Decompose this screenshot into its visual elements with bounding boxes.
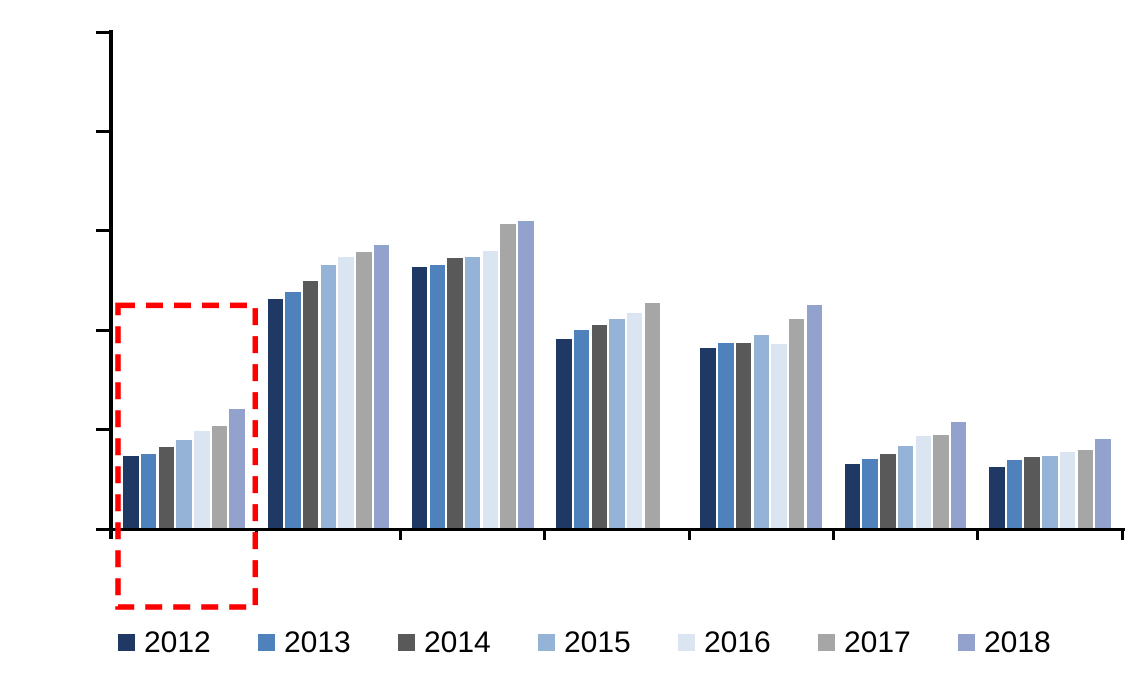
bar-canada-2013 bbox=[429, 264, 446, 529]
bar-uk-2015 bbox=[320, 265, 337, 529]
y-axis-tick bbox=[96, 328, 111, 332]
bar-us-2015 bbox=[609, 319, 625, 529]
x-axis-tick bbox=[254, 531, 258, 540]
bar-germany-2012 bbox=[989, 467, 1005, 529]
bar-italy-2018 bbox=[950, 421, 967, 529]
bar-us-2017 bbox=[644, 302, 661, 529]
legend-swatch-2014 bbox=[398, 633, 415, 651]
bar-us-2012 bbox=[556, 339, 572, 529]
x-axis-tick bbox=[543, 531, 547, 540]
bar-uk-2018 bbox=[373, 245, 390, 529]
y-axis-tick bbox=[96, 229, 111, 233]
legend-label-2014: 2014 bbox=[424, 626, 491, 659]
bar-italy-2012 bbox=[844, 463, 861, 529]
legend-swatch-2015 bbox=[538, 633, 555, 651]
bar-japan-2017 bbox=[211, 425, 228, 529]
y-axis-tick bbox=[96, 129, 111, 133]
y-axis-tick bbox=[96, 527, 111, 531]
bar-canada-2014 bbox=[447, 257, 463, 529]
legend-label-2016: 2016 bbox=[704, 626, 771, 659]
bar-uk-2014 bbox=[302, 280, 319, 529]
legend-swatch-2013 bbox=[258, 633, 275, 651]
legend-entry-2013: 2013 bbox=[258, 624, 351, 662]
bar-france-2013 bbox=[718, 342, 734, 529]
bar-canada-2017 bbox=[500, 224, 516, 529]
x-axis-tick bbox=[1120, 531, 1124, 540]
bar-italy-2015 bbox=[897, 446, 914, 529]
bar-canada-2012 bbox=[411, 266, 428, 529]
bar-france-2016 bbox=[771, 343, 787, 529]
x-axis-tick bbox=[831, 531, 835, 540]
legend-label-2018: 2018 bbox=[984, 626, 1051, 659]
bar-france-2017 bbox=[788, 319, 805, 529]
bar-germany-2014 bbox=[1024, 457, 1040, 529]
legend-entry-2018: 2018 bbox=[958, 624, 1051, 662]
bar-italy-2014 bbox=[880, 453, 896, 529]
bar-germany-2018 bbox=[1095, 439, 1111, 529]
legend-label-2012: 2012 bbox=[144, 626, 211, 659]
legend-entry-2014: 2014 bbox=[398, 624, 491, 662]
bar-us-2014 bbox=[591, 325, 608, 529]
bar-uk-2013 bbox=[285, 291, 301, 529]
bar-france-2012 bbox=[700, 348, 716, 529]
bar-japan-2015 bbox=[176, 439, 192, 529]
bar-italy-2016 bbox=[915, 436, 932, 529]
bar-us-2016 bbox=[626, 312, 643, 529]
legend-entry-2016: 2016 bbox=[678, 624, 771, 662]
bar-uk-2017 bbox=[356, 251, 372, 529]
legend-entry-2017: 2017 bbox=[818, 624, 911, 662]
legend-swatch-2016 bbox=[678, 633, 695, 651]
bar-canada-2015 bbox=[464, 256, 481, 529]
bar-germany-2016 bbox=[1059, 452, 1076, 529]
legend-swatch-2018 bbox=[958, 633, 975, 651]
bar-uk-2016 bbox=[338, 256, 354, 529]
x-axis-tick bbox=[687, 531, 691, 540]
bar-italy-2013 bbox=[862, 458, 878, 529]
bar-france-2015 bbox=[753, 334, 770, 529]
legend-swatch-2017 bbox=[818, 633, 835, 651]
y-axis-line bbox=[109, 30, 113, 539]
x-axis-tick bbox=[399, 531, 403, 540]
bar-france-2014 bbox=[735, 342, 752, 529]
bar-germany-2017 bbox=[1077, 449, 1093, 529]
x-axis-line bbox=[109, 527, 1125, 531]
legend-entry-2012: 2012 bbox=[118, 624, 211, 662]
legend-swatch-2012 bbox=[118, 633, 135, 651]
legend-label-2013: 2013 bbox=[284, 626, 351, 659]
x-axis-tick bbox=[976, 531, 980, 540]
bar-italy-2017 bbox=[933, 435, 949, 529]
bar-germany-2015 bbox=[1042, 455, 1058, 529]
bar-uk-2012 bbox=[267, 299, 284, 529]
bar-japan-2012 bbox=[123, 455, 139, 529]
bar-japan-2016 bbox=[194, 430, 210, 529]
bar-japan-2014 bbox=[158, 446, 175, 529]
bar-us-2013 bbox=[573, 330, 590, 529]
bar-germany-2013 bbox=[1006, 459, 1023, 529]
bar-canada-2018 bbox=[518, 220, 534, 529]
bar-france-2018 bbox=[806, 305, 823, 529]
bar-japan-2013 bbox=[140, 454, 157, 529]
bar-canada-2016 bbox=[482, 250, 499, 529]
bar-japan-2018 bbox=[229, 409, 245, 529]
legend-label-2017: 2017 bbox=[844, 626, 911, 659]
y-axis-tick bbox=[96, 30, 111, 34]
legend-entry-2015: 2015 bbox=[538, 624, 631, 662]
legend-label-2015: 2015 bbox=[564, 626, 631, 659]
y-axis-tick bbox=[96, 428, 111, 432]
